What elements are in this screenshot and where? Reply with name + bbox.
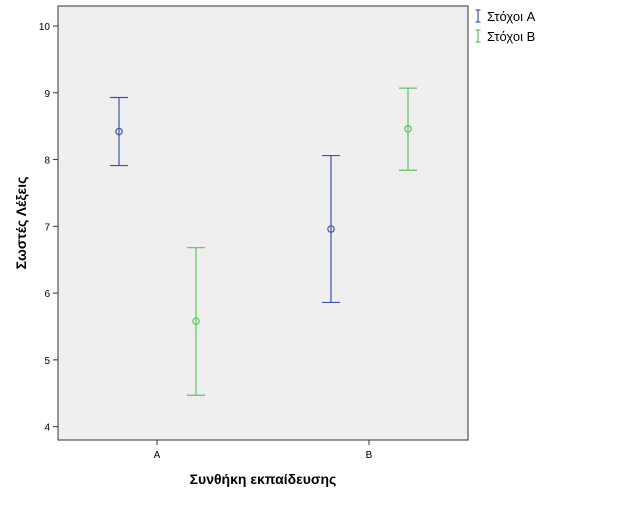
y-tick-label-6: 6 [44, 289, 50, 300]
mean-point-series-2-B [404, 125, 412, 133]
legend: Στόχοι A Στόχοι B [475, 9, 536, 44]
mean-point-series-1-B [327, 225, 335, 233]
legend-label-1: Στόχοι A [487, 9, 536, 24]
x-axis-label: Συνθήκη εκπαίδευσης [190, 471, 337, 487]
series-1 [110, 96, 340, 304]
y-axis-label: Σωστές Λέξεις [13, 177, 29, 270]
plot-area [57, 5, 469, 441]
legend-label-2: Στόχοι B [487, 29, 535, 44]
y-tick-label-4: 4 [44, 423, 50, 434]
series-2 [187, 87, 417, 396]
mean-point-series-2-A [192, 317, 200, 325]
y-tick-label-10: 10 [39, 22, 51, 33]
y-tick-label-9: 9 [44, 89, 50, 100]
y-tick-label-8: 8 [44, 156, 50, 167]
y-axis: 4 5 6 7 8 9 10 [39, 22, 58, 434]
x-tick-label-B: B [366, 450, 373, 461]
mean-point-series-1-A [115, 127, 123, 136]
series-layer [110, 87, 417, 396]
y-tick-label-7: 7 [44, 222, 50, 233]
x-tick-label-A: A [154, 450, 161, 461]
y-tick-label-5: 5 [44, 356, 50, 367]
